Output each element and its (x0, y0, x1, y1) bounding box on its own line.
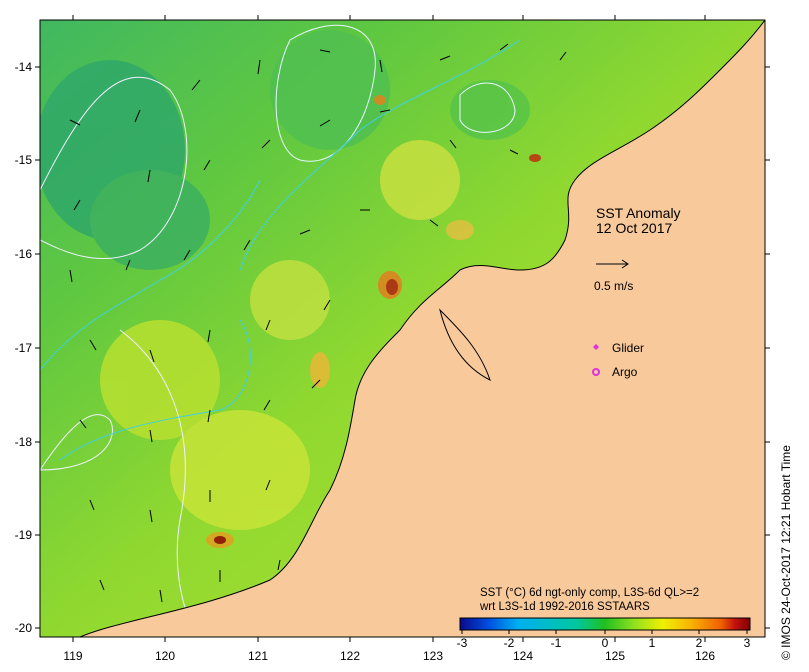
argo-marker-icon (592, 368, 600, 376)
y-tick-label: -18 (15, 435, 33, 449)
glider-marker-icon (593, 344, 599, 350)
y-axis (35, 66, 770, 629)
colorbar-tick-label: -3 (457, 636, 468, 650)
x-tick-label: 123 (423, 649, 443, 663)
argo-legend-label: Argo (612, 365, 638, 379)
x-tick-label: 125 (605, 649, 625, 663)
colorbar (459, 617, 751, 631)
colorbar-tick-label: -1 (551, 636, 562, 650)
caption-line2: wrt L3S-1d 1992-2016 SSTAARS (479, 601, 650, 613)
scale-arrow-icon (596, 259, 629, 269)
y-tick-label: -16 (15, 247, 33, 261)
colorbar-tick-label: 0 (602, 636, 609, 650)
colorbar-tick-label: 3 (744, 636, 751, 650)
current-vectors (69, 43, 567, 603)
map-frame (39, 19, 766, 638)
x-axis (72, 15, 706, 642)
y-tick-label: -20 (15, 621, 33, 635)
x-tick-label: 120 (155, 649, 175, 663)
x-tick-label: 126 (695, 649, 715, 663)
glider-legend-label: Glider (612, 341, 644, 355)
map-plot-area (40, 20, 765, 637)
y-tick-label: -19 (15, 528, 33, 542)
land-inlet (439, 308, 491, 381)
y-tick-label: -17 (15, 341, 33, 355)
colorbar-ticks (461, 630, 748, 634)
colorbar-tick-label: 1 (649, 636, 656, 650)
colorbar-tick-label: -2 (504, 636, 515, 650)
caption-line1: SST (°C) 6d ngt-only comp, L3S-6d QL>=2 (480, 587, 699, 599)
x-tick-label: 121 (248, 649, 268, 663)
land-mass (79, 20, 765, 637)
imos-credit-text: © IMOS 24-Oct-2017 12:21 Hobart Time (779, 445, 793, 660)
x-tick-label: 122 (340, 649, 360, 663)
x-tick-label: 124 (513, 649, 533, 663)
map-title-line2: 12 Oct 2017 (596, 220, 672, 236)
x-tick-label: 119 (63, 649, 82, 663)
map-title-line1: SST Anomaly (596, 205, 681, 221)
scale-label: 0.5 m/s (594, 279, 633, 293)
colorbar-tick-label: 2 (696, 636, 703, 650)
y-tick-label: -15 (15, 153, 33, 167)
y-tick-label: -14 (15, 60, 33, 74)
